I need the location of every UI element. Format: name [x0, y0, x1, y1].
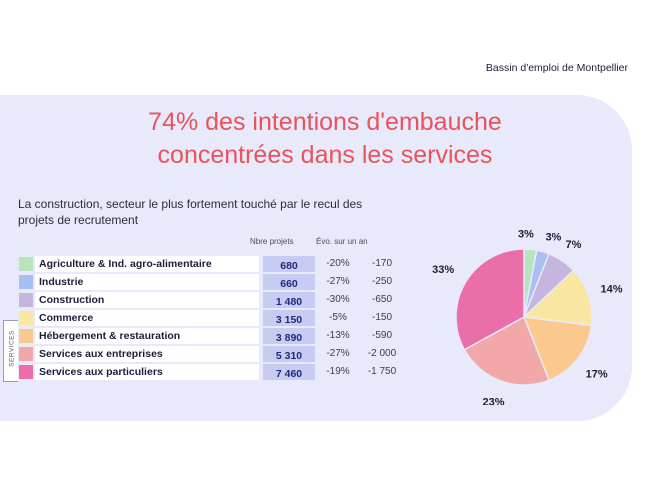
projects-value: 660 — [280, 278, 298, 290]
pie-slice-label: 7% — [566, 239, 582, 251]
projects-cell: 1 480 — [263, 292, 315, 308]
pie-chart: 3% 3% 7% 14% 17% 23% 33% — [432, 228, 623, 405]
sector-cell: Industrie — [35, 274, 259, 290]
sector-cell: Services aux entreprises — [35, 346, 259, 362]
evolution-abs: -150 — [371, 312, 392, 323]
legend-swatch — [19, 329, 33, 343]
projects-value: 3 890 — [275, 332, 303, 344]
evolution-abs: -650 — [371, 294, 392, 305]
evolution-abs: -170 — [371, 258, 392, 269]
page-title: 74% des intentions d'embauche concentrée… — [0, 106, 650, 172]
pie-slice-label: 23% — [482, 397, 504, 405]
evolution-abs: -1 750 — [367, 366, 397, 377]
legend-swatch — [19, 275, 33, 289]
sector-label: Agriculture & Ind. agro-alimentaire — [39, 258, 212, 270]
pie-slice-label: 14% — [600, 284, 622, 296]
projects-cell: 3 890 — [263, 328, 315, 344]
legend-swatch — [19, 293, 33, 307]
sector-label: Services aux entreprises — [39, 348, 163, 360]
evolution-abs: -590 — [371, 330, 392, 341]
pie-slice — [455, 248, 525, 351]
pie-slice — [522, 269, 593, 327]
legend-swatch — [19, 257, 33, 271]
sector-cell: Construction — [35, 292, 259, 308]
projects-value: 1 480 — [275, 296, 303, 308]
projects-cell: 5 310 — [263, 346, 315, 362]
evolution-pct: -27% — [326, 348, 350, 359]
projects-cell: 660 — [263, 274, 315, 290]
pie-slice — [463, 315, 551, 386]
sector-label: Construction — [39, 294, 105, 306]
pie-slice-label: 3% — [518, 228, 534, 240]
projects-cell: 3 150 — [263, 310, 315, 326]
sector-cell: Agriculture & Ind. agro-alimentaire — [35, 256, 259, 272]
subtitle: La construction, secteur le plus forteme… — [18, 197, 363, 227]
sector-label: Services aux particuliers — [39, 366, 163, 378]
projects-value: 3 150 — [275, 314, 303, 326]
projects-cell: 680 — [263, 256, 315, 272]
evolution-abs: -250 — [371, 276, 392, 287]
projects-value: 7 460 — [275, 368, 303, 380]
pie-slice — [522, 316, 593, 382]
sector-label: Commerce — [39, 312, 94, 324]
sector-cell: Commerce — [35, 310, 259, 326]
evolution-abs: -2 000 — [367, 348, 397, 359]
pie-slice-label: 3% — [545, 231, 561, 243]
projects-cell: 7 460 — [263, 364, 315, 380]
projects-value: 680 — [280, 260, 298, 272]
col-header-projects: Nbre projets — [250, 237, 294, 246]
pie-slice-label: 33% — [432, 264, 454, 276]
evolution-pct: -20% — [326, 258, 350, 269]
title-line-2: concentrées dans les services — [157, 141, 493, 169]
legend-swatch — [19, 347, 33, 361]
evolution-pct: -13% — [326, 330, 350, 341]
evolution-pct: -27% — [326, 276, 350, 287]
title-line-1: 74% des intentions d'embauche — [148, 108, 502, 136]
services-bracket: SERVICES — [3, 320, 18, 382]
evolution-pct: -19% — [326, 366, 350, 377]
services-label: SERVICES — [8, 330, 16, 367]
pie-slice-label: 17% — [586, 368, 608, 380]
evolution-pct: -5% — [329, 312, 347, 323]
sector-cell: Services aux particuliers — [35, 364, 259, 380]
legend-swatch — [19, 365, 33, 379]
sector-label: Hébergement & restauration — [39, 330, 181, 342]
evolution-pct: -30% — [326, 294, 350, 305]
sector-cell: Hébergement & restauration — [35, 328, 259, 344]
projects-value: 5 310 — [275, 350, 303, 362]
legend-swatch — [19, 311, 33, 325]
region-label: Bassin d'emploi de Montpellier — [485, 62, 628, 74]
col-header-evolution: Évo. sur un an — [316, 237, 368, 246]
sector-label: Industrie — [39, 276, 84, 288]
